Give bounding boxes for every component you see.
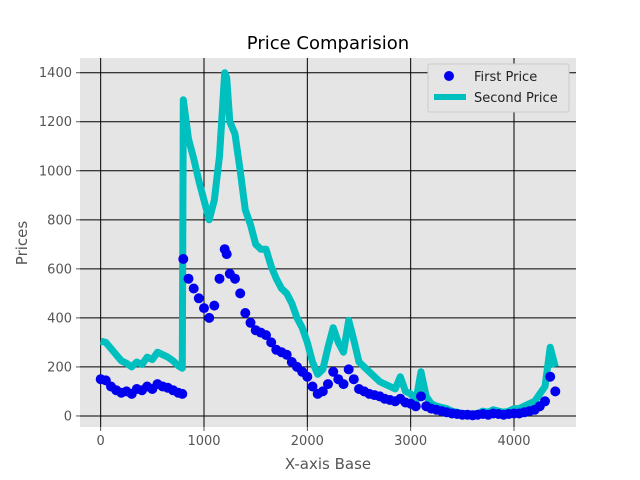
legend-label-first-price: First Price: [474, 70, 537, 85]
x-tick-label: 3000: [394, 434, 427, 449]
data-point-first-price: [230, 273, 240, 284]
data-point-first-price: [177, 388, 188, 399]
y-tick-label: 800: [47, 213, 72, 228]
y-axis-label: Prices: [13, 221, 31, 266]
data-point-first-price: [416, 391, 426, 402]
y-tick-label: 600: [47, 262, 72, 277]
data-point-first-price: [214, 273, 225, 284]
data-point-first-price: [410, 401, 421, 412]
y-tick-label: 1000: [39, 164, 72, 179]
data-point-first-price: [540, 396, 550, 407]
data-point-first-price: [343, 364, 354, 375]
x-axis-label: X-axis Base: [285, 455, 371, 473]
data-point-first-price: [317, 386, 328, 397]
chart-title: Price Comparision: [247, 33, 409, 54]
data-point-first-price: [261, 330, 271, 341]
data-point-first-price: [240, 308, 251, 318]
legend-label-second-price: Second Price: [474, 91, 558, 106]
y-tick-label: 0: [64, 409, 72, 424]
data-point-first-price: [221, 249, 232, 260]
data-point-first-price: [307, 381, 318, 392]
data-point-first-price: [199, 303, 209, 314]
data-point-first-price: [235, 288, 246, 299]
series-first-price: [95, 244, 561, 421]
data-point-first-price: [302, 371, 313, 382]
data-point-first-price: [281, 349, 292, 360]
data-point-first-price: [323, 379, 333, 390]
data-point-first-price: [178, 254, 189, 264]
x-tick-label: 0: [97, 434, 105, 449]
legend-marker-first-price: [444, 71, 454, 81]
data-point-first-price: [188, 283, 199, 294]
y-axis-ticks: 0 200 400 600 800 1000 1200 1400: [39, 66, 80, 424]
x-tick-label: 2000: [291, 434, 324, 449]
data-point-first-price: [193, 293, 204, 304]
plot-area: [80, 58, 576, 427]
x-tick-label: 1000: [187, 434, 220, 449]
data-point-first-price: [328, 366, 339, 377]
data-point-first-price: [550, 386, 561, 397]
y-tick-label: 1200: [39, 115, 72, 130]
data-point-first-price: [204, 312, 215, 323]
data-point-first-price: [545, 371, 556, 382]
legend: First Price Second Price: [427, 63, 570, 113]
y-tick-label: 200: [47, 360, 72, 375]
x-axis-ticks: 0 1000 2000 3000 4000: [97, 427, 531, 449]
y-tick-label: 400: [47, 311, 72, 326]
data-point-first-price: [266, 337, 277, 348]
data-point-first-price: [348, 374, 359, 385]
data-point-first-price: [245, 317, 256, 328]
x-tick-label: 4000: [497, 434, 530, 449]
data-point-first-price: [209, 300, 220, 311]
data-point-first-price: [183, 273, 194, 284]
y-tick-label: 1400: [39, 66, 72, 81]
data-point-first-price: [338, 379, 349, 390]
